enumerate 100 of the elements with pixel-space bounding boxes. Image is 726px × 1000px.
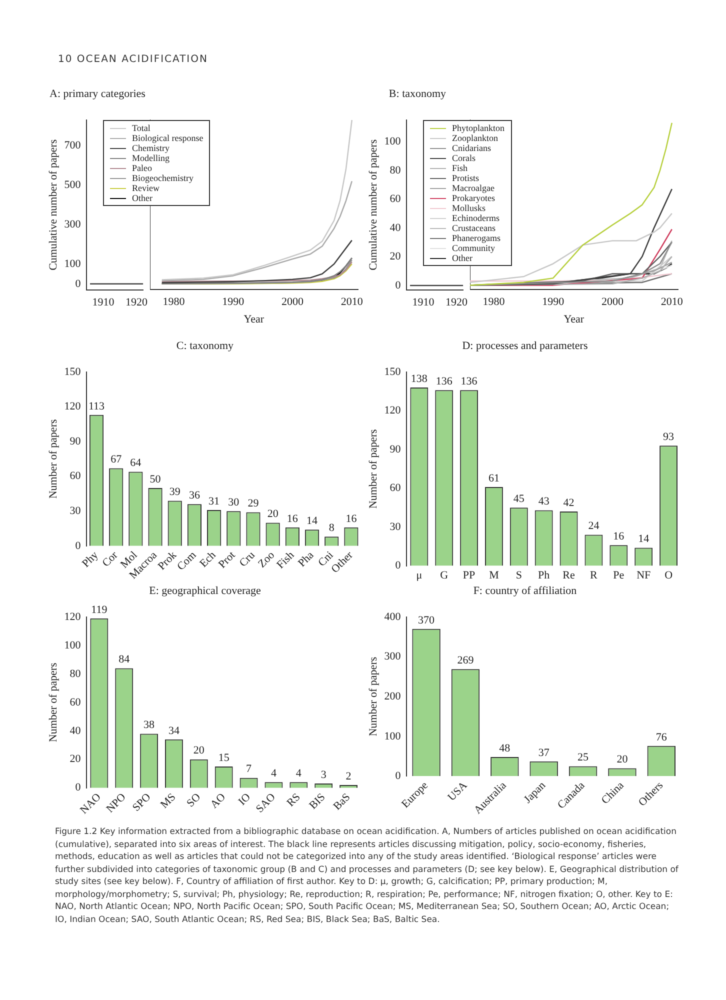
x-tick-label: NF: [636, 569, 651, 582]
data-label: 24: [588, 520, 600, 532]
legend-label: Review: [131, 183, 160, 193]
legend-label: Crustaceans: [451, 223, 496, 233]
x-tick-label: Pha: [296, 549, 316, 570]
legend-label: Chemistry: [131, 143, 170, 153]
y-tick-label: 150: [64, 366, 82, 378]
y-tick-label: 500: [64, 179, 82, 192]
data-label: 8: [328, 522, 335, 534]
data-label: 113: [88, 400, 106, 412]
data-label: 7: [246, 763, 252, 776]
data-label: 93: [663, 431, 675, 444]
legend-label: Prokaryotes: [451, 193, 496, 203]
data-label: 4: [270, 768, 277, 780]
data-label: 67: [110, 454, 122, 466]
x-tick-label: 1920: [126, 296, 148, 308]
y-tick-label: 120: [64, 610, 82, 623]
y-tick-label: 90: [70, 435, 82, 448]
x-tick-label: 1990: [222, 296, 245, 308]
data-label: 2: [346, 770, 352, 782]
y-tick-label: 0: [75, 540, 82, 552]
y-tick-label: 80: [70, 668, 82, 680]
legend-label: Echinoderms: [451, 213, 500, 223]
data-label: 14: [306, 515, 318, 528]
x-tick-label: 1910: [92, 296, 115, 308]
data-label: 4: [296, 768, 302, 780]
data-label: 61: [488, 472, 500, 484]
y-tick-label: 40: [390, 222, 402, 234]
data-label: 29: [248, 498, 260, 510]
x-tick-label: AO: [208, 791, 228, 811]
y-axis-title: Cumulative number of papers: [367, 139, 380, 270]
x-tick-label: 1980: [162, 296, 186, 308]
y-tick-label: 200: [384, 690, 402, 702]
y-tick-label: 0: [395, 279, 402, 292]
data-label: 36: [188, 490, 200, 502]
data-label: 84: [118, 654, 130, 666]
chart-title: A: primary categories: [48, 88, 146, 100]
y-tick-label: 300: [64, 218, 82, 231]
legend-label: Corals: [451, 153, 476, 163]
x-tick-label: Phy: [80, 548, 102, 570]
data-label: 30: [228, 496, 240, 509]
legend-label: Total: [131, 123, 152, 133]
legend-label: Other: [451, 253, 474, 263]
x-tick-label: Ph: [538, 569, 550, 582]
data-label: 31: [208, 495, 220, 508]
data-label: 16: [613, 530, 625, 543]
data-label: 76: [656, 731, 668, 744]
x-tick-label: Cor: [100, 549, 120, 570]
y-axis-title: Number of papers: [47, 419, 60, 499]
x-tick-label: Fish: [274, 548, 297, 572]
legend-label: Other: [131, 193, 154, 203]
x-tick-label: 2010: [340, 296, 364, 308]
x-tick-label: 2000: [282, 296, 304, 308]
data-label: 20: [267, 508, 279, 520]
chart-title: D: processes and parameters: [461, 340, 589, 352]
data-label: 43: [538, 496, 550, 508]
data-label: 16: [286, 512, 298, 525]
x-tick-label: MS: [158, 791, 178, 811]
data-label: 64: [130, 457, 142, 470]
chart-title: E: geographical coverage: [148, 585, 262, 597]
x-tick-label: Ech: [198, 548, 219, 570]
y-tick-label: 60: [390, 482, 402, 494]
y-tick-label: 0: [395, 560, 402, 572]
data-label: 38: [144, 719, 156, 732]
data-label: 370: [418, 614, 436, 626]
x-tick-label: 1990: [542, 296, 565, 308]
x-tick-label: 1980: [482, 296, 506, 308]
chart-title: C: taxonomy: [175, 340, 235, 352]
data-label: 3: [320, 768, 327, 781]
y-axis-title: Cumulative number of papers: [47, 139, 60, 270]
y-tick-label: 0: [75, 782, 82, 794]
x-tick-label: Pe: [613, 569, 624, 582]
data-label: 136: [460, 375, 478, 388]
y-tick-label: 700: [64, 140, 82, 152]
x-tick-label: IO: [236, 791, 253, 808]
legend-label: Cnidarians: [451, 143, 492, 153]
data-label: 138: [410, 372, 428, 385]
chart-title: F: country of affiliation: [472, 585, 578, 597]
y-tick-label: 30: [70, 505, 82, 518]
y-tick-label: 300: [384, 650, 402, 663]
legend-label: Mollusks: [451, 203, 487, 213]
data-label: 136: [436, 375, 453, 388]
caption: Figure 1.2 Key information extracted from a bibliographic database on ocean acidification. A, Numbers of articles published on ocean acidification (cumulative), separated into six areas of interest. The black line represents articles discussing mitigation, policy, socio-economy, fisheries, methods, education as well as articles that could not be categorized into any of the study areas identified. ‘Biological response’ articles were further subdivided into categories of taxonomic group (B and C) and processes and parameters (D; see key below). E, Geographical distribution of study sites (see key below). F, Country of affiliation of first author. Key to D: μ, growth; G, calcification; PP, primary production; M, morphology/morphometry; S, survival; Ph, physiology; Re, reproduction; R, respiration; Pe, performance; NF, nitrogen fixation; O, other. Key to E: NAO, North Atlantic Ocean; NPO, North Pacific Ocean; SPO, South Pacific Ocean; MS, Mediterranean Sea; SO, Southern Ocean; AO, Arctic Ocean; IO, Indian Ocean; SAO, South Atlantic Ocean; RS, Red Sea; BIS, Black Sea; BaS, Baltic Sea.: [55, 826, 680, 926]
y-tick-label: 0: [395, 770, 402, 782]
data-label: 48: [499, 742, 511, 754]
legend-label: Zooplankton: [451, 133, 499, 143]
data-label: 45: [513, 493, 525, 506]
x-tick-label: 1920: [446, 296, 468, 308]
y-tick-label: 150: [384, 366, 402, 378]
legend-label: Macroalgae: [451, 183, 496, 193]
legend-label: Paleo: [131, 163, 153, 173]
y-axis-title: Number of papers: [367, 656, 380, 736]
y-tick-label: 120: [64, 400, 82, 413]
y-tick-label: 400: [384, 610, 402, 623]
y-tick-label: 40: [70, 724, 82, 737]
data-label: 15: [218, 752, 230, 764]
y-tick-label: 20: [70, 753, 82, 766]
y-tick-label: 30: [390, 520, 402, 533]
x-tick-label: O: [664, 569, 673, 582]
data-label: 269: [457, 654, 474, 667]
